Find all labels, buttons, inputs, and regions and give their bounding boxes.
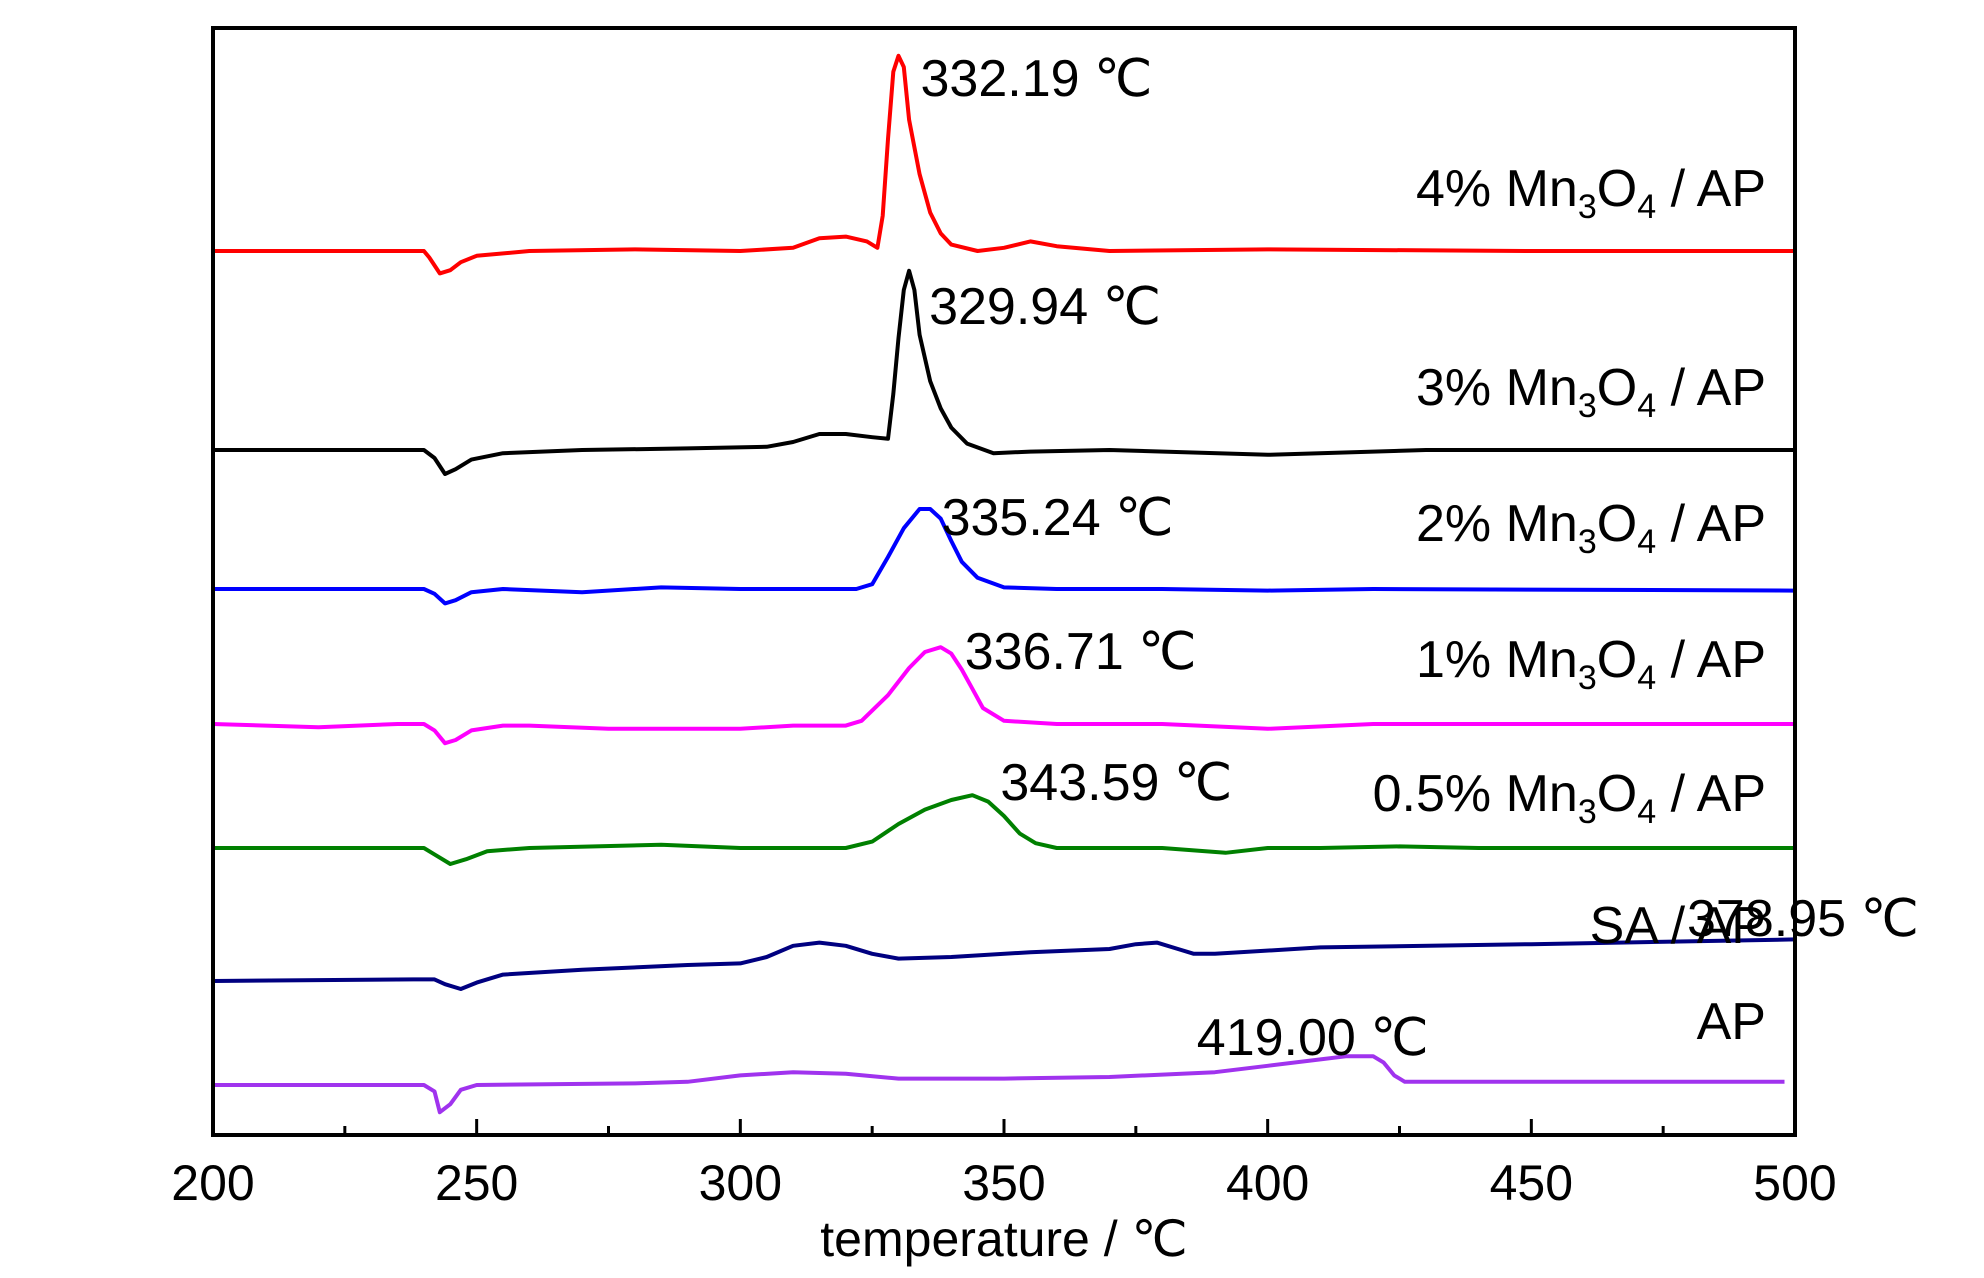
series-line — [213, 793, 1795, 866]
x-axis-ticks — [211, 1119, 1797, 1135]
series-labels: 4% Mn3O4 / AP 3% Mn3O4 / AP 2% Mn3O4 / AP 1… — [1373, 160, 1766, 1051]
x-tick-label: 450 — [1490, 1155, 1573, 1211]
series-label: 4% Mn3O4 / AP — [1416, 160, 1766, 226]
series-line — [212, 937, 1796, 991]
x-tick-label: 350 — [962, 1155, 1045, 1211]
peak-label: 378.95 ℃ — [1687, 890, 1919, 948]
series-label: 1% Mn3O4 / AP — [1416, 631, 1766, 697]
x-tick-label: 200 — [171, 1155, 254, 1211]
x-tick-label: 300 — [699, 1155, 782, 1211]
peak-label: 335.24 ℃ — [942, 489, 1174, 547]
peak-label: 332.19 ℃ — [921, 50, 1153, 108]
series-line — [212, 645, 1795, 746]
series-label: SA / AP — [1590, 897, 1766, 955]
peak-labels: 332.19 ℃ 329.94 ℃ 335.24 ℃ 336.71 ℃ 343.59 ℃… — [921, 50, 1919, 1067]
series-line — [213, 507, 1796, 606]
series-label: 3% Mn3O4 / AP — [1416, 359, 1766, 425]
x-tick-label: 500 — [1753, 1155, 1836, 1211]
series-label: AP — [1697, 993, 1766, 1051]
peak-label: 336.71 ℃ — [965, 623, 1197, 681]
x-axis-tick-labels: 200 250 300 350 400 450 500 — [171, 1155, 1836, 1211]
peak-label: 419.00 ℃ — [1197, 1009, 1429, 1067]
x-tick-label: 250 — [435, 1155, 518, 1211]
series-label: 0.5% Mn3O4 / AP — [1373, 765, 1766, 831]
x-tick-label: 400 — [1226, 1155, 1309, 1211]
peak-label: 343.59 ℃ — [1000, 754, 1232, 812]
series-line — [213, 268, 1795, 476]
x-axis-title: temperature / ℃ — [820, 1211, 1187, 1267]
series-line — [213, 53, 1795, 276]
peak-label: 329.94 ℃ — [929, 278, 1161, 336]
series-label: 2% Mn3O4 / AP — [1416, 495, 1766, 561]
series-line — [213, 1054, 1785, 1115]
series-curves — [212, 53, 1796, 1115]
